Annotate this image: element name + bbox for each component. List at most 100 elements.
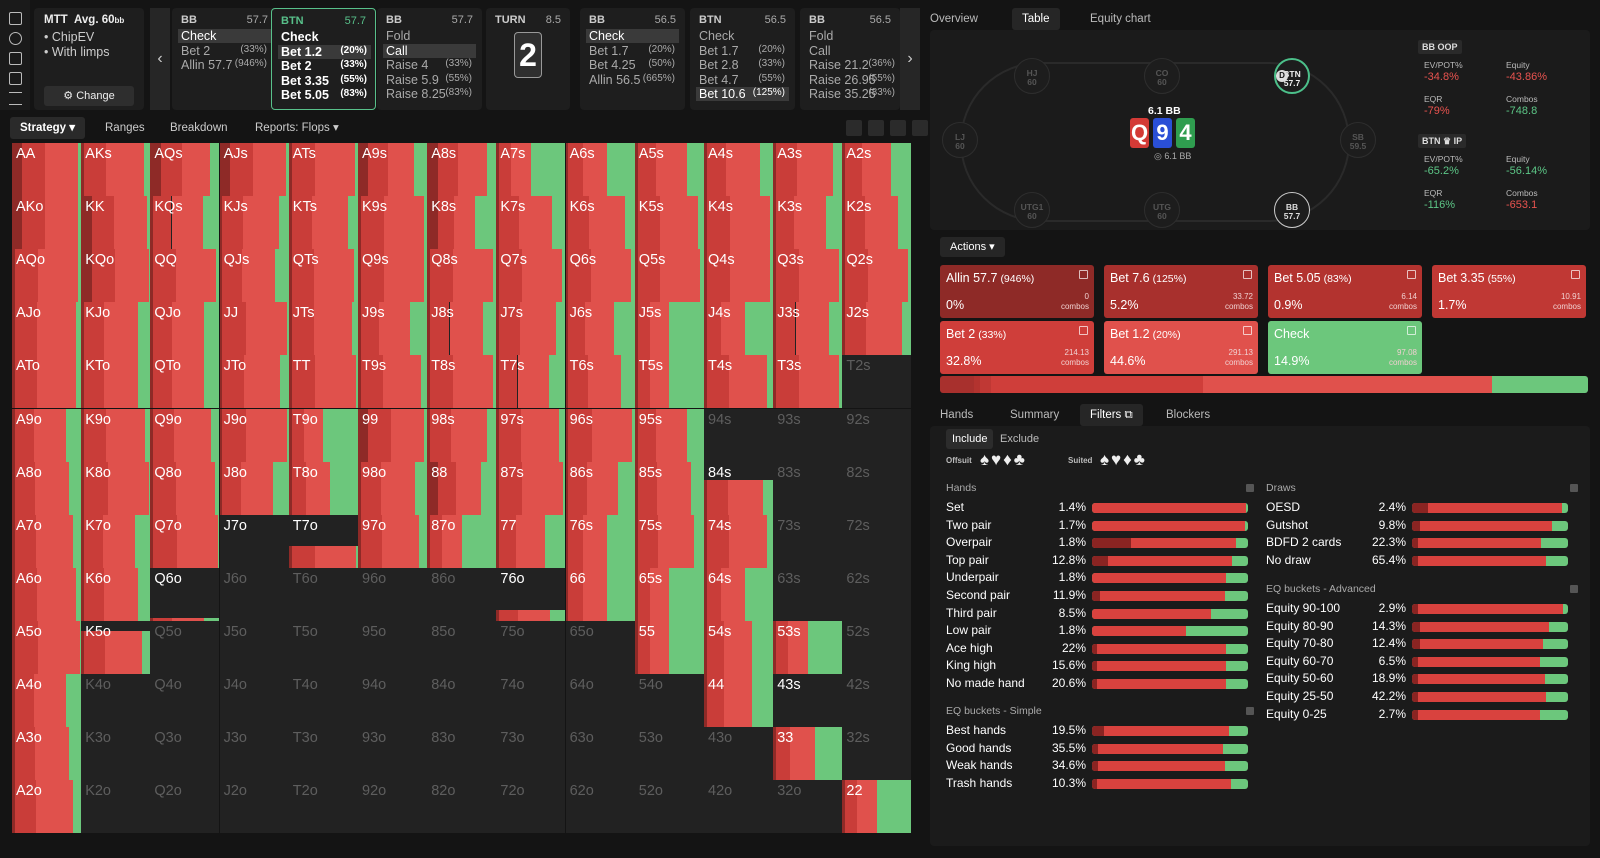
hand-cell[interactable]: A3s <box>773 143 843 196</box>
filter-row[interactable]: Equity 50-60 18.9% <box>1266 670 1570 687</box>
hand-cell[interactable]: K7s <box>496 196 566 250</box>
contrast-icon[interactable] <box>846 120 862 136</box>
expand-icon[interactable] <box>1407 270 1416 279</box>
hand-cell[interactable]: 64s <box>704 567 773 621</box>
action-box-4[interactable]: Bet 2 (33%) 32.8% 214.13 combos <box>940 321 1094 374</box>
eq-advanced-section-icon[interactable] <box>1570 585 1578 593</box>
hand-cell[interactable]: Q7s <box>496 249 566 303</box>
nav-prev-arrow[interactable]: ‹ <box>150 8 170 110</box>
hand-cell[interactable]: Q2s <box>842 249 912 303</box>
hand-cell[interactable]: QJo <box>150 302 220 356</box>
expand-icon[interactable] <box>1079 270 1088 279</box>
hand-cell[interactable]: J6s <box>565 302 635 356</box>
filter-row[interactable]: Two pair 1.7% <box>946 517 1250 534</box>
filter-row[interactable]: Trash hands 10.3% <box>946 775 1250 792</box>
hand-cell[interactable]: Q2o <box>150 780 220 834</box>
hand-cell[interactable]: KJs <box>219 196 289 250</box>
hand-cell[interactable]: 82s <box>842 461 912 515</box>
hand-cell[interactable]: T8s <box>427 355 497 409</box>
align-icon[interactable] <box>9 92 22 105</box>
hand-cell[interactable]: 87o <box>427 514 497 568</box>
include-toggle[interactable]: Include <box>946 429 994 449</box>
action-box-3[interactable]: Bet 3.35 (55%) 1.7% 10.91 combos <box>1432 265 1586 318</box>
hand-cell[interactable]: 66 <box>565 567 635 621</box>
node-action[interactable]: Bet 1.7 (20%) <box>696 44 789 58</box>
hand-cell[interactable]: 92s <box>842 408 912 462</box>
reports-dropdown[interactable]: Reports: Flops ▾ <box>255 122 339 134</box>
hand-cell[interactable]: KK <box>81 196 151 250</box>
node-action[interactable]: Fold <box>383 29 476 43</box>
hand-cell[interactable]: 64o <box>565 674 635 727</box>
hand-cell[interactable]: T3s <box>773 355 843 409</box>
seat-co[interactable]: CO 60 <box>1144 58 1180 94</box>
hand-cell[interactable]: 77 <box>496 514 566 568</box>
hand-cell[interactable]: J4o <box>219 674 289 727</box>
filter-row[interactable]: Ace high 22% <box>946 640 1250 657</box>
hand-cell[interactable]: KTo <box>81 355 151 409</box>
hand-cell[interactable]: 75o <box>496 620 566 674</box>
hand-cell[interactable]: K9s <box>358 196 427 250</box>
actions-dropdown[interactable]: Actions ▾ <box>940 237 1005 257</box>
hand-cell[interactable]: 32s <box>842 727 912 781</box>
hand-cell[interactable]: 97o <box>358 514 427 568</box>
node-action[interactable]: Bet 4.7 (55%) <box>696 73 789 87</box>
hand-cell[interactable]: 96o <box>358 567 427 621</box>
hand-cell[interactable]: 76s <box>565 514 635 568</box>
filter-row[interactable]: No draw 65.4% <box>1266 552 1570 569</box>
hand-cell[interactable]: 83s <box>773 461 843 515</box>
save-icon[interactable] <box>9 52 22 65</box>
hand-cell[interactable]: 43s <box>773 674 843 727</box>
hand-cell[interactable]: T6o <box>288 567 358 621</box>
ranges-tab[interactable]: Ranges <box>105 122 145 134</box>
node-action[interactable]: Raise 26.95 (55%) <box>806 73 899 87</box>
tab-filters[interactable]: Filters ⧉ <box>1080 404 1143 426</box>
hand-cell[interactable]: A5o <box>12 620 81 674</box>
node-action[interactable]: Call <box>383 43 476 58</box>
expand-icon[interactable] <box>1571 270 1580 279</box>
board-card[interactable]: 9 <box>1153 118 1172 148</box>
hand-cell[interactable]: Q8o <box>150 461 220 515</box>
hand-cell[interactable]: K4o <box>81 674 151 727</box>
hands-section-icon[interactable] <box>1246 484 1254 492</box>
node-action[interactable]: Call <box>806 44 899 58</box>
bookmark-icon[interactable] <box>9 12 22 25</box>
hand-cell[interactable]: T9o <box>288 408 358 462</box>
node-action[interactable]: Fold <box>806 29 899 43</box>
hand-cell[interactable]: Q9o <box>150 408 220 462</box>
turn-card[interactable]: 2 <box>514 32 542 78</box>
hand-cell[interactable]: K6o <box>81 567 151 621</box>
filter-row[interactable]: Set 1.4% <box>946 499 1250 516</box>
hand-cell[interactable]: Q6o <box>150 567 220 621</box>
node-action[interactable]: Bet 10.6 (125%) <box>696 87 789 102</box>
hand-cell[interactable]: TT <box>288 355 358 409</box>
hand-cell[interactable]: 72s <box>842 514 912 568</box>
filter-row[interactable]: Weak hands 34.6% <box>946 757 1250 774</box>
filter-row[interactable]: Second pair 11.9% <box>946 587 1250 604</box>
hand-cell[interactable]: K2s <box>842 196 912 250</box>
tab-hands[interactable]: Hands <box>940 409 974 421</box>
hand-cell[interactable]: 86s <box>565 461 635 515</box>
hand-cell[interactable]: J5o <box>219 620 289 674</box>
seat-bb[interactable]: BB 57.7 <box>1274 192 1310 228</box>
filter-row[interactable]: No made hand 20.6% <box>946 675 1250 692</box>
hand-cell[interactable]: Q5o <box>150 620 220 674</box>
hand-cell[interactable]: J6o <box>219 567 289 621</box>
filter-row[interactable]: Best hands 19.5% <box>946 722 1250 739</box>
hand-cell[interactable]: 32o <box>773 780 843 834</box>
node-action[interactable]: Bet 2 (33%) <box>278 59 371 73</box>
node-action[interactable]: Bet 2.8 (33%) <box>696 58 789 72</box>
hand-cell[interactable]: J7s <box>496 302 566 356</box>
node-action[interactable]: Bet 4.25 (50%) <box>586 58 679 72</box>
node-action[interactable]: Raise 35.25 (83%) <box>806 87 899 101</box>
eq-simple-section-icon[interactable] <box>1246 707 1254 715</box>
hand-cell[interactable]: 97s <box>496 408 566 462</box>
hand-cell[interactable]: 88 <box>427 461 497 515</box>
hand-cell[interactable]: AKo <box>12 196 81 250</box>
hand-cell[interactable]: QJs <box>219 249 289 303</box>
filter-row[interactable]: BDFD 2 cards 22.3% <box>1266 534 1570 551</box>
hand-cell[interactable]: 83o <box>427 727 497 781</box>
hand-cell[interactable]: 62o <box>565 780 635 834</box>
hand-cell[interactable]: AA <box>12 143 81 196</box>
hand-cell[interactable]: A4s <box>704 143 773 196</box>
hand-cell[interactable]: 93s <box>773 408 843 462</box>
